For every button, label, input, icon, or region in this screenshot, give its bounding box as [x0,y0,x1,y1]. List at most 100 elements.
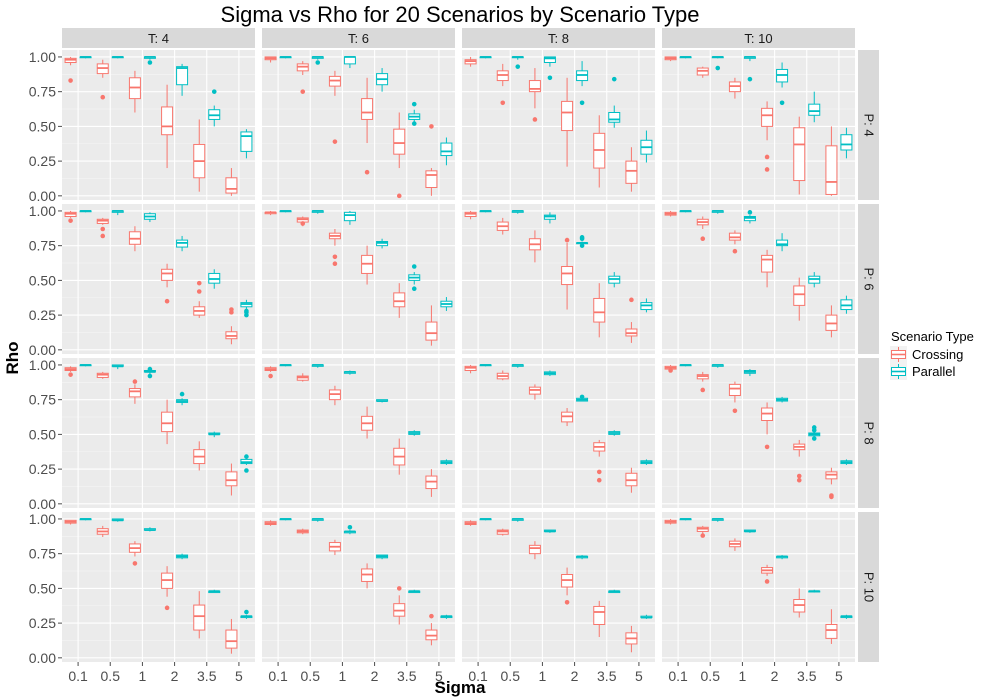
box-parallel-sigma-5 [440,297,453,311]
box-crossing-sigma-0-1 [664,518,677,525]
legend-label-crossing: Crossing [912,347,963,362]
box-crossing-sigma-1 [728,230,741,254]
outlier-point [300,221,306,226]
x-tick-label: 0.5 [701,668,721,684]
box-parallel-sigma-3-5 [208,269,221,289]
box-parallel-sigma-2 [176,235,189,252]
box-parallel-sigma-0-5 [111,518,124,522]
box-crossing-sigma-2 [761,101,774,172]
box-parallel-sigma-0-5 [711,210,724,214]
box-crossing-sigma-0-1 [664,364,677,373]
outlier-point [147,60,153,65]
y-tick-label: 0.50 [29,118,56,134]
box-parallel-sigma-0-5 [111,210,124,216]
box-parallel-sigma-1 [143,527,156,532]
box-body [528,544,541,555]
outlier-point [244,308,249,314]
box-parallel-sigma-0-5 [311,56,324,65]
box-body [793,127,806,182]
box-parallel-sigma-1 [743,529,756,533]
box-parallel-sigma-0-5 [311,518,324,522]
panel-background [462,512,655,662]
box-body [440,142,453,157]
box-crossing-sigma-3-5 [593,115,606,188]
column-strip-label-t-8: T: 8 [548,31,569,46]
box-parallel-sigma-0-1 [279,364,292,367]
x-tick-label: 3.5 [197,668,217,684]
column-strip-label-t-10: T: 10 [744,31,772,46]
box-crossing-sigma-0-5 [96,217,109,239]
box-crossing-sigma-5 [425,305,438,346]
box-crossing-sigma-0-5 [496,63,509,106]
box-parallel-sigma-5 [240,609,253,619]
box-crossing-sigma-1 [728,538,741,551]
y-tick-label: 0.75 [29,392,56,408]
outlier-point [411,264,417,269]
box-parallel-sigma-3-5 [808,425,821,441]
y-tick-label: 0.50 [29,580,56,596]
box-parallel-sigma-0-1 [279,518,292,521]
box-parallel-sigma-1 [743,56,756,82]
panel-background [662,204,855,354]
outlier-point [68,78,73,83]
panel-background [462,204,655,354]
box-body [128,388,141,398]
box-parallel-sigma-0-5 [511,56,524,69]
box-body [776,239,789,247]
box-parallel-sigma-0-1 [479,56,492,59]
y-tick-label: 0.25 [29,615,56,631]
y-axis-title: Rho [3,341,22,374]
row-strip-p-8 [858,358,879,508]
outlier-point [268,373,273,379]
outlier-point [411,121,417,126]
box-body [393,292,406,308]
panel-t-6-p-10 [262,512,455,662]
box-parallel-sigma-0-1 [679,56,692,59]
box-crossing-sigma-5 [225,463,238,496]
panel-background [262,358,455,508]
box-parallel-sigma-1 [543,212,556,224]
box-crossing-sigma-3-5 [793,116,806,195]
outlier-point [132,379,138,384]
box-parallel-sigma-0-1 [79,56,92,59]
box-body [425,170,438,188]
x-tick-label: 1 [539,668,547,684]
box-crossing-sigma-2 [361,563,374,589]
panel-background [62,512,255,662]
outlier-point [347,524,353,530]
box-parallel-sigma-3-5 [608,430,621,436]
legend: Scenario Type Crossing Parallel [890,329,974,380]
y-tick-label: 1.00 [29,511,56,527]
box-crossing-sigma-0-5 [496,528,509,536]
box-crossing-sigma-1 [128,379,141,404]
row-strip-p-10 [858,512,879,662]
outlier-point [332,254,338,260]
box-body [161,268,174,281]
panel-t-8-p-8 [462,358,655,508]
outlier-point [700,533,706,538]
box-parallel-sigma-1 [343,210,356,225]
outlier-point [596,477,602,483]
box-crossing-sigma-0-5 [296,373,309,382]
y-tick-label: 1.00 [29,203,56,219]
box-parallel-sigma-0-5 [511,364,524,368]
box-crossing-sigma-0-1 [464,56,477,67]
y-tick-label: 0.50 [29,272,56,288]
outlier-point [700,387,706,393]
outlier-point [411,286,417,292]
box-crossing-sigma-0-1 [264,520,277,526]
box-body [425,321,438,341]
box-crossing-sigma-5 [825,126,838,196]
column-strip-t-8 [462,28,655,48]
box-crossing-sigma-1 [528,541,541,560]
box-crossing-sigma-3-5 [393,438,406,475]
x-tick-label: 2 [771,668,779,684]
outlier-point [779,100,785,106]
box-crossing-sigma-1 [528,384,541,400]
x-tick-label: 2 [371,668,379,684]
outlier-point [547,75,553,81]
box-parallel-sigma-2 [776,62,789,106]
box-body [625,160,638,184]
box-crossing-sigma-0-5 [696,216,709,242]
